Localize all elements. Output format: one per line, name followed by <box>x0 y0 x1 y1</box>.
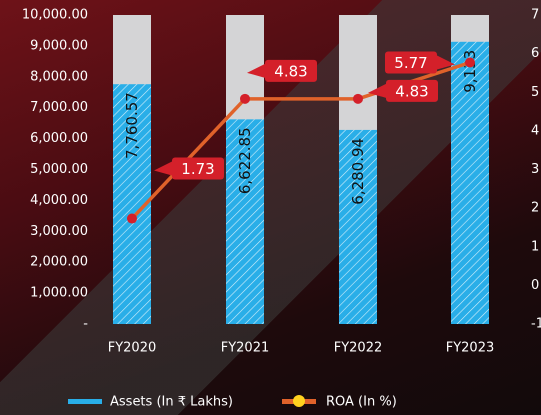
x-tick-label: FY2021 <box>221 341 270 356</box>
roa-value-label: 4.83 <box>274 62 307 80</box>
chart: - 1,000.00 2,000.00 3,000.00 4,000.00 5,000.0… <box>0 0 541 415</box>
y2-tick-label: 3 <box>531 162 539 177</box>
roa-point <box>353 94 363 104</box>
legend-label: ROA (In %) <box>326 395 397 410</box>
y2-tick-label: 2 <box>531 201 539 216</box>
legend-swatch <box>68 399 102 404</box>
roa-point <box>240 94 250 104</box>
y2-tick-label: 7 <box>531 8 539 23</box>
y-tick-label: - <box>83 317 88 332</box>
legend-marker <box>293 395 305 407</box>
bar-value-label: 9,133 <box>461 50 479 93</box>
y-tick-label: 2,000.00 <box>30 255 88 270</box>
roa-value-label: 1.73 <box>181 160 214 178</box>
y-tick-label: 4,000.00 <box>30 193 88 208</box>
roa-value-label: 4.83 <box>395 82 428 100</box>
y2-tick-label: 6 <box>531 46 539 61</box>
y-tick-label: 9,000.00 <box>30 38 88 53</box>
y-tick-label: 3,000.00 <box>30 224 88 239</box>
y-tick-label: 7,000.00 <box>30 100 88 115</box>
y-tick-label: 6,000.00 <box>30 131 88 146</box>
bar-value-label: 6,280.94 <box>349 138 367 205</box>
roa-value-label: 5.77 <box>394 54 427 72</box>
y2-tick-label: 5 <box>531 85 539 100</box>
x-tick-label: FY2023 <box>446 341 495 356</box>
y-tick-label: 5,000.00 <box>30 162 88 177</box>
y2-tick-label: 1 <box>531 239 539 254</box>
y-tick-label: 1,000.00 <box>30 286 88 301</box>
legend-label: Assets (In ₹ Lakhs) <box>110 395 233 410</box>
x-tick-label: FY2022 <box>334 341 383 356</box>
bar-value-label: 6,622.85 <box>236 127 254 194</box>
bar-value-label: 7,760.57 <box>123 92 141 159</box>
roa-point <box>465 58 475 68</box>
y-tick-label: 10,000.00 <box>22 8 88 23</box>
callout-tail <box>154 162 172 176</box>
roa-point <box>127 214 137 224</box>
x-tick-label: FY2020 <box>108 341 157 356</box>
y-tick-label: 8,000.00 <box>30 69 88 84</box>
y2-tick-label: 0 <box>531 278 539 293</box>
y2-tick-label: 4 <box>531 123 539 138</box>
y2-tick-label: -1 <box>531 317 541 332</box>
